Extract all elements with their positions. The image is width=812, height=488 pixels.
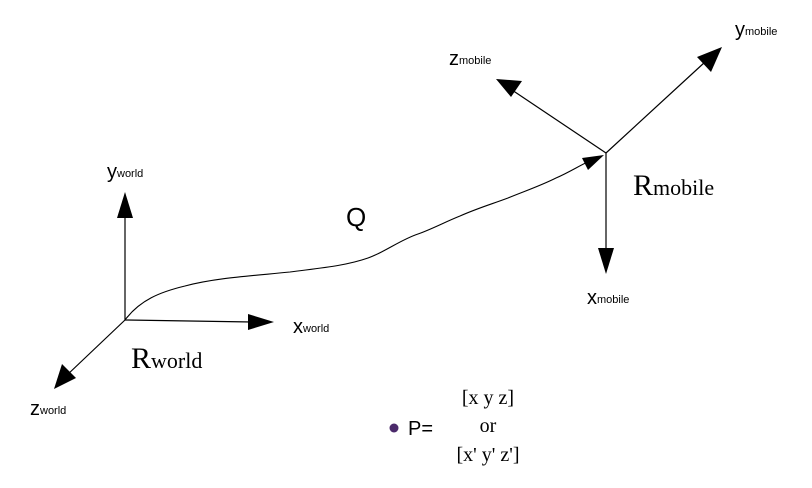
mobile-z-label: zmobile [449, 48, 491, 70]
point-label: P= [408, 418, 433, 440]
world-x-label: xworld [293, 316, 329, 338]
trajectory-curve [124, 159, 593, 321]
mobile-frame [496, 47, 722, 274]
trajectory-arrowhead [582, 155, 604, 170]
mobile-y-axis [605, 61, 706, 154]
mobile-x-arrowhead [598, 248, 614, 274]
world-y-label: yworld [107, 161, 143, 183]
world-x-arrowhead [248, 314, 274, 330]
mobile-z-axis [511, 89, 607, 154]
mobile-y-label: ymobile [735, 19, 777, 41]
trajectory-label: Q [346, 202, 366, 232]
world-x-axis [124, 319, 253, 323]
world-frame [54, 192, 274, 389]
world-z-arrowhead [54, 364, 76, 389]
point-vector-line1: [x y z] [462, 387, 514, 409]
mobile-z-arrowhead [496, 79, 522, 97]
world-z-axis [65, 319, 126, 377]
point-vector-line2: [x' y' z'] [456, 444, 519, 466]
world-frame-label: Rworld [131, 342, 202, 375]
mobile-y-arrowhead [697, 47, 722, 72]
point-marker [389, 423, 399, 433]
world-z-label: zworld [30, 398, 66, 420]
mobile-x-label: xmobile [587, 287, 629, 309]
mobile-frame-label: Rmobile [633, 169, 714, 202]
world-y-arrowhead [117, 192, 133, 218]
point-vector-or: or [480, 415, 497, 437]
